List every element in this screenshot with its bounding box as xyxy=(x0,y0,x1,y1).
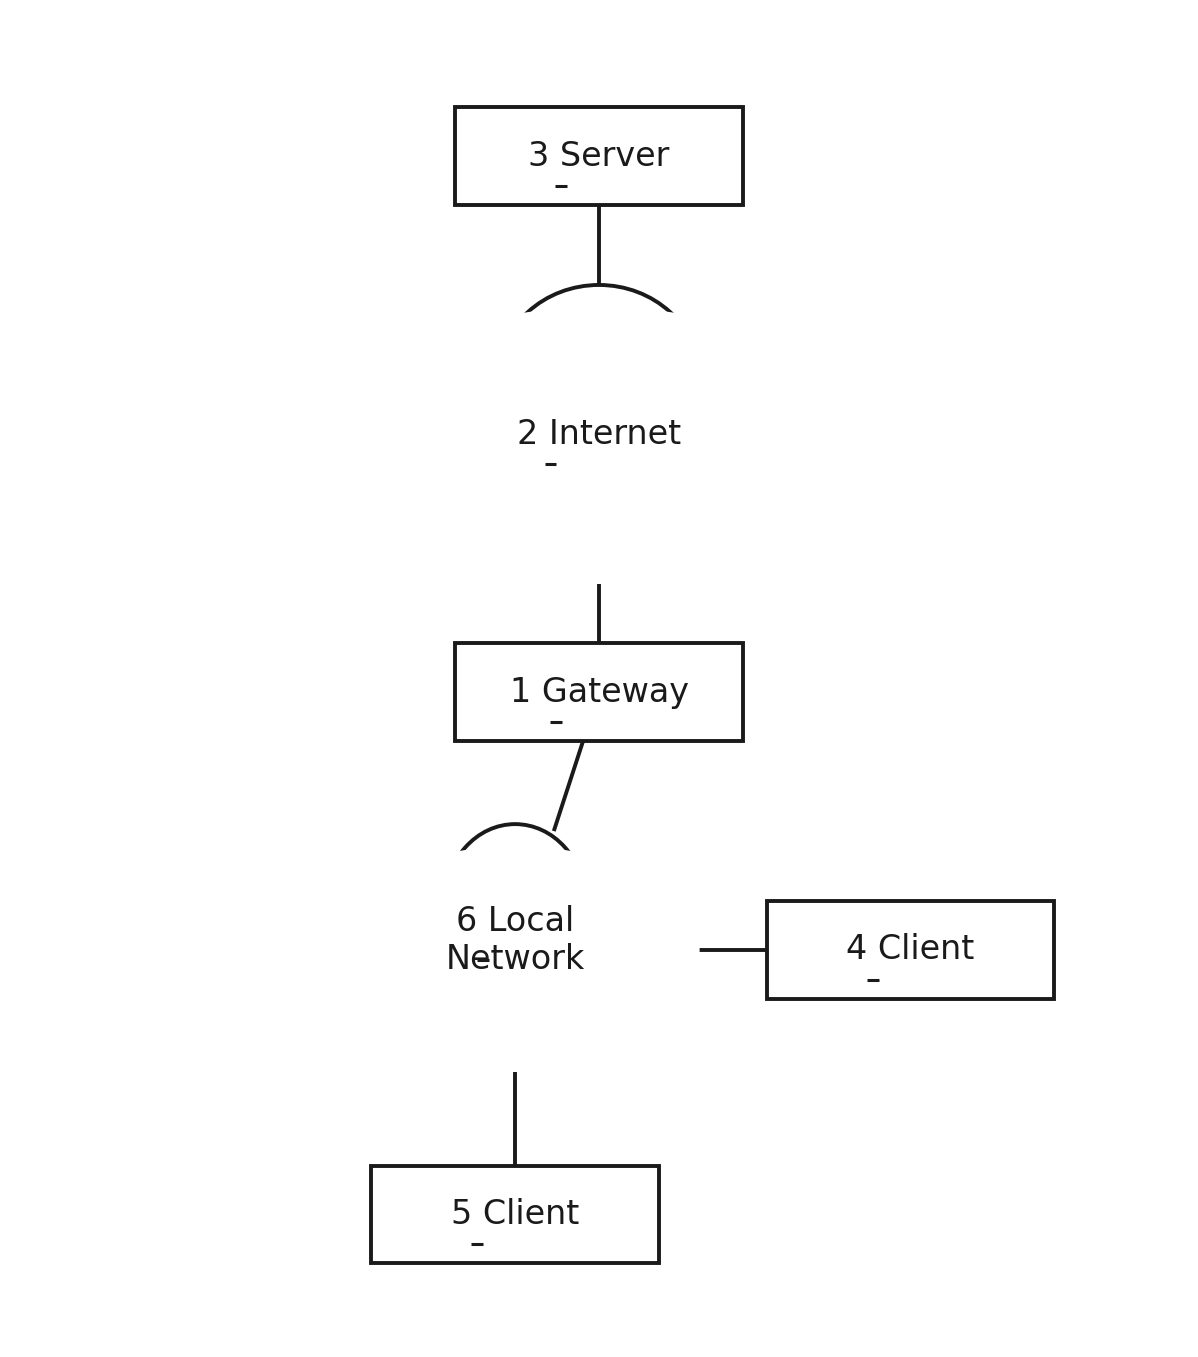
Ellipse shape xyxy=(359,906,453,1014)
Ellipse shape xyxy=(577,906,671,1014)
Text: 2 Internet: 2 Internet xyxy=(518,418,680,451)
Text: 4 Client: 4 Client xyxy=(846,934,975,966)
Ellipse shape xyxy=(609,330,772,484)
Ellipse shape xyxy=(580,909,668,1010)
Ellipse shape xyxy=(708,384,835,508)
Ellipse shape xyxy=(362,909,450,1010)
Ellipse shape xyxy=(504,290,694,464)
Ellipse shape xyxy=(460,395,642,539)
Ellipse shape xyxy=(466,400,636,535)
Ellipse shape xyxy=(485,919,606,1035)
Text: 5 Client: 5 Client xyxy=(450,1198,580,1231)
Ellipse shape xyxy=(424,919,545,1035)
FancyBboxPatch shape xyxy=(767,901,1054,999)
Ellipse shape xyxy=(363,384,490,508)
Ellipse shape xyxy=(562,400,732,535)
Ellipse shape xyxy=(522,864,636,992)
Text: 1 Gateway: 1 Gateway xyxy=(509,676,689,708)
Ellipse shape xyxy=(704,380,839,512)
Ellipse shape xyxy=(444,824,586,982)
Ellipse shape xyxy=(398,868,506,988)
FancyBboxPatch shape xyxy=(455,107,743,205)
FancyBboxPatch shape xyxy=(371,1166,659,1263)
Ellipse shape xyxy=(431,334,585,480)
Ellipse shape xyxy=(335,308,863,560)
Ellipse shape xyxy=(556,395,738,539)
Ellipse shape xyxy=(359,380,494,512)
Ellipse shape xyxy=(331,847,700,1053)
Ellipse shape xyxy=(449,829,581,978)
Ellipse shape xyxy=(428,921,541,1031)
Ellipse shape xyxy=(489,921,603,1031)
Ellipse shape xyxy=(394,864,508,992)
Text: 3 Server: 3 Server xyxy=(528,140,670,172)
Ellipse shape xyxy=(613,334,767,480)
Ellipse shape xyxy=(525,868,633,988)
FancyBboxPatch shape xyxy=(455,643,743,741)
Text: 6 Local
Network: 6 Local Network xyxy=(446,905,585,976)
Ellipse shape xyxy=(426,330,589,484)
Ellipse shape xyxy=(498,285,700,470)
